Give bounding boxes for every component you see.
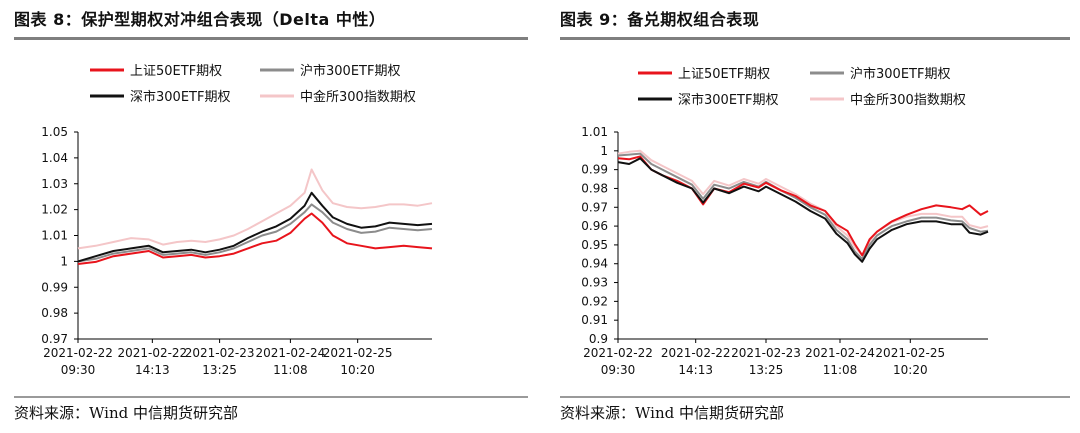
series-line-2: [77, 191, 433, 263]
series-line-1: [617, 152, 989, 260]
x-tick-date-label: 2021-02-22: [43, 346, 113, 360]
y-tick-label: 1.03: [41, 177, 68, 191]
series-line-1: [77, 203, 433, 263]
y-tick-label: 0.93: [581, 276, 608, 290]
legend-label-3: 中金所300指数期权: [300, 89, 416, 105]
y-tick-label: 0.97: [581, 200, 608, 214]
y-tick-label: 0.99: [41, 280, 68, 294]
x-tick-time-label: 13:25: [202, 363, 237, 377]
x-tick-time-label: 14:13: [678, 363, 713, 377]
figure-9-panel: 图表 9：备兑期权组合表现 0.9 0.91 0.92 0.93 0.94 0.95 0.9…: [540, 0, 1080, 433]
y-tick-label: 1.01: [581, 125, 608, 139]
y-tick-label: 1: [600, 144, 608, 158]
x-tick-time-label: 11:08: [273, 363, 308, 377]
figure-8-source: 资料来源：Wind 中信期货研究部: [14, 404, 238, 422]
figure-9-top-rule: [560, 37, 1070, 40]
x-tick-date-label: 2021-02-22: [661, 346, 731, 360]
figure-9-bottom-rule: [560, 396, 1070, 398]
y-tick-label: 1: [60, 254, 68, 268]
x-tick-date-label: 2021-02-22: [117, 346, 187, 360]
x-tick-date-label: 2021-02-25: [875, 346, 945, 360]
series-line-0: [77, 212, 433, 265]
legend-label-3: 中金所300指数期权: [850, 92, 966, 108]
y-tick-label: 1.04: [41, 151, 68, 165]
y-tick-label: 0.98: [41, 306, 68, 320]
figure-9-title: 图表 9：备兑期权组合表现: [560, 10, 760, 29]
x-tick-time-label: 13:25: [749, 363, 784, 377]
figure-8-bottom-rule: [14, 396, 528, 398]
x-tick-time-label: 09:30: [601, 363, 636, 377]
figure-8-top-rule: [14, 37, 528, 40]
y-tick-label: 0.91: [581, 313, 608, 327]
y-tick-label: 0.96: [581, 219, 608, 233]
x-tick-time-label: 10:20: [340, 363, 375, 377]
series-line-0: [617, 155, 989, 257]
y-tick-label: 1.01: [41, 229, 68, 243]
y-tick-label: 0.92: [581, 294, 608, 308]
y-tick-label: 0.97: [41, 332, 68, 346]
x-tick-date-label: 2021-02-23: [731, 346, 801, 360]
figure-9-chart: 0.9 0.91 0.92 0.93 0.94 0.95 0.96 0.97 0.98 0.99 1…: [581, 66, 989, 377]
legend-label-2: 深市300ETF期权: [678, 92, 778, 108]
x-tick-date-label: 2021-02-24: [256, 346, 326, 360]
y-tick-label: 0.99: [581, 163, 608, 177]
legend-label-0: 上证50ETF期权: [678, 66, 770, 82]
y-tick-label: 0.95: [581, 238, 608, 252]
figure-9-source: 资料来源：Wind 中信期货研究部: [560, 404, 784, 422]
legend-label-2: 深市300ETF期权: [130, 89, 230, 105]
x-tick-date-label: 2021-02-25: [323, 346, 393, 360]
y-tick-label: 1.05: [41, 125, 68, 139]
y-tick-label: 1.02: [41, 203, 68, 217]
x-tick-time-label: 09:30: [61, 363, 96, 377]
series-line-3: [77, 168, 433, 250]
y-tick-label: 0.94: [581, 257, 608, 271]
figure-8-title: 图表 8：保护型期权对冲组合表现（Delta 中性）: [14, 10, 386, 29]
x-tick-time-label: 11:08: [823, 363, 858, 377]
x-tick-date-label: 2021-02-24: [805, 346, 875, 360]
legend-label-0: 上证50ETF期权: [130, 63, 222, 79]
legend-label-1: 沪市300ETF期权: [300, 63, 400, 79]
x-tick-time-label: 14:13: [135, 363, 170, 377]
x-tick-date-label: 2021-02-23: [185, 346, 255, 360]
x-tick-date-label: 2021-02-22: [583, 346, 653, 360]
figure-8-panel: 图表 8：保护型期权对冲组合表现（Delta 中性） 0.97 0.98 0.99 1…: [14, 10, 528, 422]
x-tick-time-label: 10:20: [893, 363, 928, 377]
figure-8-chart: 0.97 0.98 0.99 1 1.01 1.02 1.03 1.04 1.05 2021-02…: [41, 63, 433, 377]
series-line-2: [617, 157, 989, 263]
legend-label-1: 沪市300ETF期权: [850, 66, 950, 82]
y-tick-label: 0.98: [581, 181, 608, 195]
y-tick-label: 0.9: [589, 332, 608, 346]
